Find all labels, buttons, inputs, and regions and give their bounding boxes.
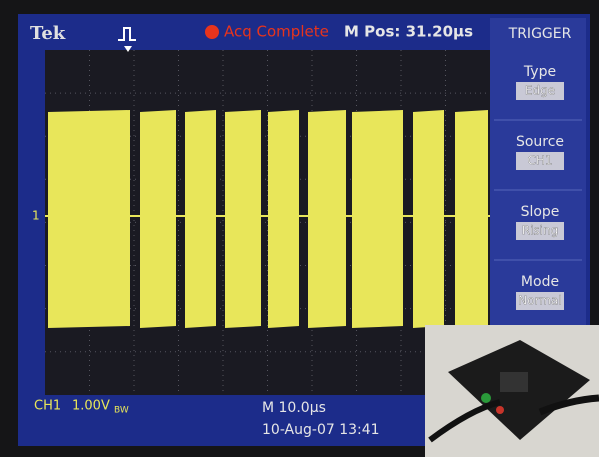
menu-value: Edge xyxy=(525,84,555,98)
burst xyxy=(308,110,346,328)
menu-label: Slope xyxy=(521,204,560,220)
timebase: M 10.0µs xyxy=(262,400,326,416)
channel-marker: 1 xyxy=(32,209,40,223)
menu-value: CH1 xyxy=(527,154,552,168)
channel-label: CH1 xyxy=(34,399,61,414)
burst xyxy=(413,110,444,328)
bandwidth: BW xyxy=(114,406,129,416)
page: Tek Acq Complete M Pos: 31.20µs TRIGGER … xyxy=(0,0,599,457)
menu-label: Source xyxy=(516,134,564,150)
date: 10-Aug-07 13:41 xyxy=(262,422,380,438)
menu-value: Normal xyxy=(518,294,561,308)
burst xyxy=(268,110,299,328)
menu-title: TRIGGER xyxy=(508,26,572,42)
burst xyxy=(140,110,176,328)
menu-value: Rising xyxy=(522,224,558,238)
position: M Pos: 31.20µs xyxy=(344,23,473,41)
menu-label: Mode xyxy=(521,274,559,290)
inset-photo xyxy=(425,325,599,457)
led xyxy=(496,406,504,414)
scope-photo: Tek Acq Complete M Pos: 31.20µs TRIGGER … xyxy=(0,0,599,457)
channel-scale: 1.00V xyxy=(72,399,110,414)
burst xyxy=(48,110,130,328)
burst xyxy=(352,110,403,328)
brand: Tek xyxy=(30,23,66,44)
burst xyxy=(225,110,261,328)
waveform xyxy=(48,110,488,328)
led xyxy=(481,393,491,403)
status-dot xyxy=(205,25,219,39)
chip xyxy=(500,372,528,392)
menu-label: Type xyxy=(523,64,556,80)
burst xyxy=(455,110,488,328)
status: Acq Complete xyxy=(224,23,329,41)
burst xyxy=(185,110,216,328)
